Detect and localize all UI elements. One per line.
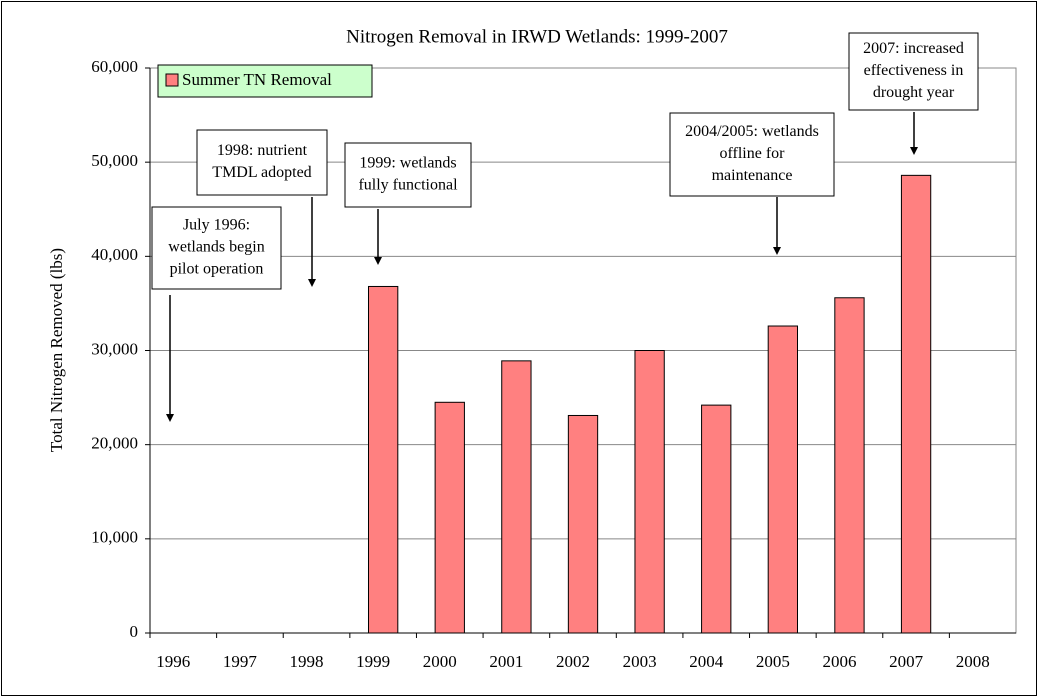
annotation-text: 1998: nutrient <box>217 142 308 159</box>
y-tick-label: 10,000 <box>91 528 138 547</box>
y-tick-label: 0 <box>130 622 139 641</box>
annotation-box <box>196 129 328 196</box>
annotation-text: fully functional <box>358 177 458 194</box>
x-tick-label: 1997 <box>223 652 258 671</box>
annotation-arrowhead <box>374 257 382 265</box>
x-tick-label: 2006 <box>822 652 856 671</box>
annotation-text: pilot operation <box>170 261 264 278</box>
x-tick-label: 1998 <box>290 652 324 671</box>
x-tick-label: 2003 <box>623 652 657 671</box>
annotation-text: drought year <box>873 84 955 101</box>
annotation-arrowhead <box>773 247 781 255</box>
y-tick-label: 40,000 <box>91 245 138 264</box>
annotation-box <box>848 32 979 111</box>
bar <box>900 174 932 634</box>
annotation-text: 1999: wetlands <box>359 155 456 172</box>
x-tick-label: 2002 <box>556 652 590 671</box>
annotation-text: wetlands begin <box>168 239 264 256</box>
bar <box>834 297 865 634</box>
annotation-box <box>344 142 472 208</box>
x-tick-label: 2007 <box>889 652 924 671</box>
y-tick-label: 50,000 <box>91 151 138 170</box>
annotation-text: offline for <box>719 145 785 162</box>
x-tick-label: 2004 <box>689 652 724 671</box>
x-tick-label: 2001 <box>489 652 523 671</box>
y-axis-label: Total Nitrogen Removed (lbs) <box>47 248 66 452</box>
bar <box>367 285 399 634</box>
y-tick-label: 20,000 <box>91 434 138 453</box>
annotation-box <box>151 206 282 290</box>
legend-box <box>157 64 373 98</box>
bar <box>501 360 532 634</box>
legend-label: Summer TN Removal <box>182 70 332 89</box>
annotation-arrowhead <box>166 414 174 422</box>
bar <box>434 401 465 634</box>
annotation-arrowhead <box>910 147 918 155</box>
y-tick-label: 30,000 <box>91 339 138 358</box>
x-tick-label: 2005 <box>756 652 790 671</box>
annotation-text: 2007: increased <box>863 40 964 57</box>
annotation-text: maintenance <box>712 167 793 184</box>
bar <box>634 350 665 634</box>
annotation-box <box>669 112 835 197</box>
bar <box>701 404 732 634</box>
annotation-text: July 1996: <box>183 217 250 234</box>
annotation-text: TMDL adopted <box>212 164 311 181</box>
x-tick-label: 1996 <box>156 652 190 671</box>
annotation-text: 2004/2005: wetlands <box>685 123 819 140</box>
x-tick-label: 1999 <box>356 652 390 671</box>
x-tick-label: 2008 <box>956 652 990 671</box>
chart-title: Nitrogen Removal in IRWD Wetlands: 1999-… <box>346 26 728 47</box>
annotation-arrowhead <box>308 279 316 287</box>
legend-swatch <box>165 73 179 87</box>
annotation-text: effectiveness in <box>864 62 964 79</box>
bar <box>567 414 599 634</box>
y-tick-label: 60,000 <box>91 57 138 76</box>
bar <box>767 325 799 634</box>
x-tick-label: 2000 <box>423 652 457 671</box>
